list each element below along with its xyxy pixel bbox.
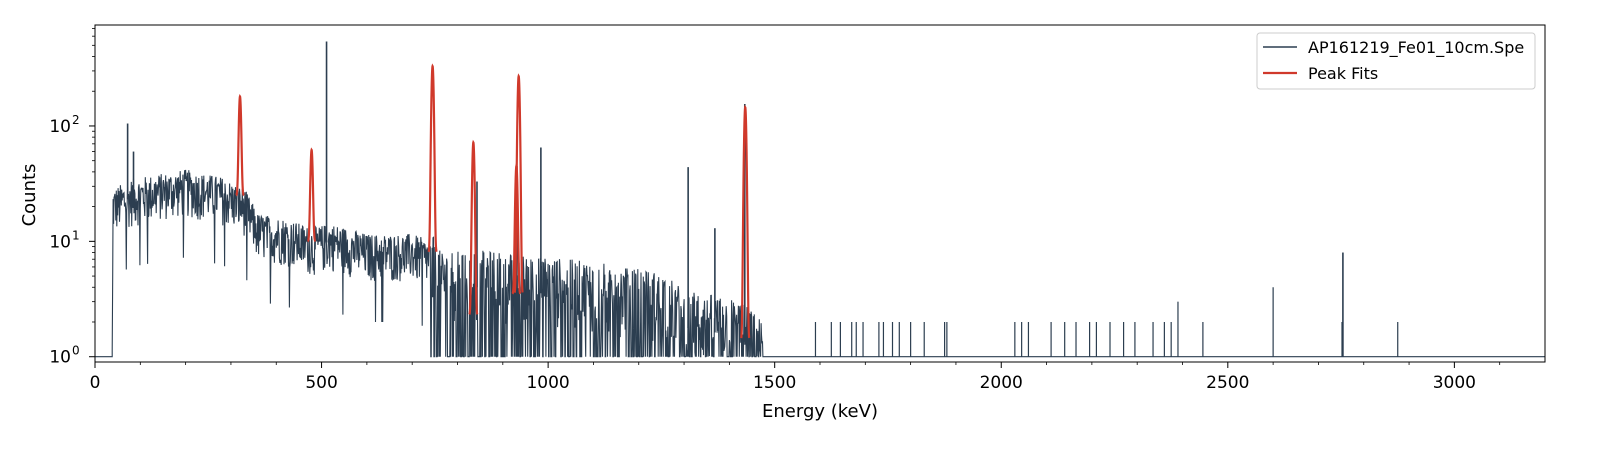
peak-fit-935 [513,73,524,293]
legend-box [1256,32,1536,90]
y-tick-exp-1: 0 [72,344,80,358]
series-layer [95,41,1545,358]
peak-fit-320 [235,93,245,197]
legend-label-spectrum: AP161219_Fe01_10cm.Spe [1308,38,1524,58]
x-tick-label-1000: 1000 [526,373,569,393]
y-tick-exp-100: 2 [72,113,80,127]
x-tick-label-3000: 3000 [1433,373,1476,393]
x-tick-label-2000: 2000 [980,373,1023,393]
x-tick-label-500: 500 [305,373,337,393]
legend: AP161219_Fe01_10cm.Spe Peak Fits [1256,32,1536,90]
y-tick-label-1: 10 [49,348,71,368]
y-tick-label-10: 10 [49,232,71,252]
y-axis-label: Counts [19,164,40,227]
x-tick-label-0: 0 [90,373,101,393]
x-axis-label: Energy (keV) [762,401,878,422]
y-tick-label-100: 10 [49,117,71,137]
peak-fit-835 [468,139,479,315]
x-tick-label-2500: 2500 [1206,373,1249,393]
peak-fit-745 [427,63,438,253]
peak-fit-1435 [740,104,751,339]
peak-fit-478 [307,147,317,243]
y-tick-exp-10: 1 [72,228,80,242]
x-tick-label-1500: 1500 [753,373,796,393]
x-axis: 0 500 1000 1500 2000 2500 3000 [90,362,1501,393]
spectrum-line [95,169,1545,358]
legend-label-peak-fits: Peak Fits [1308,64,1378,83]
